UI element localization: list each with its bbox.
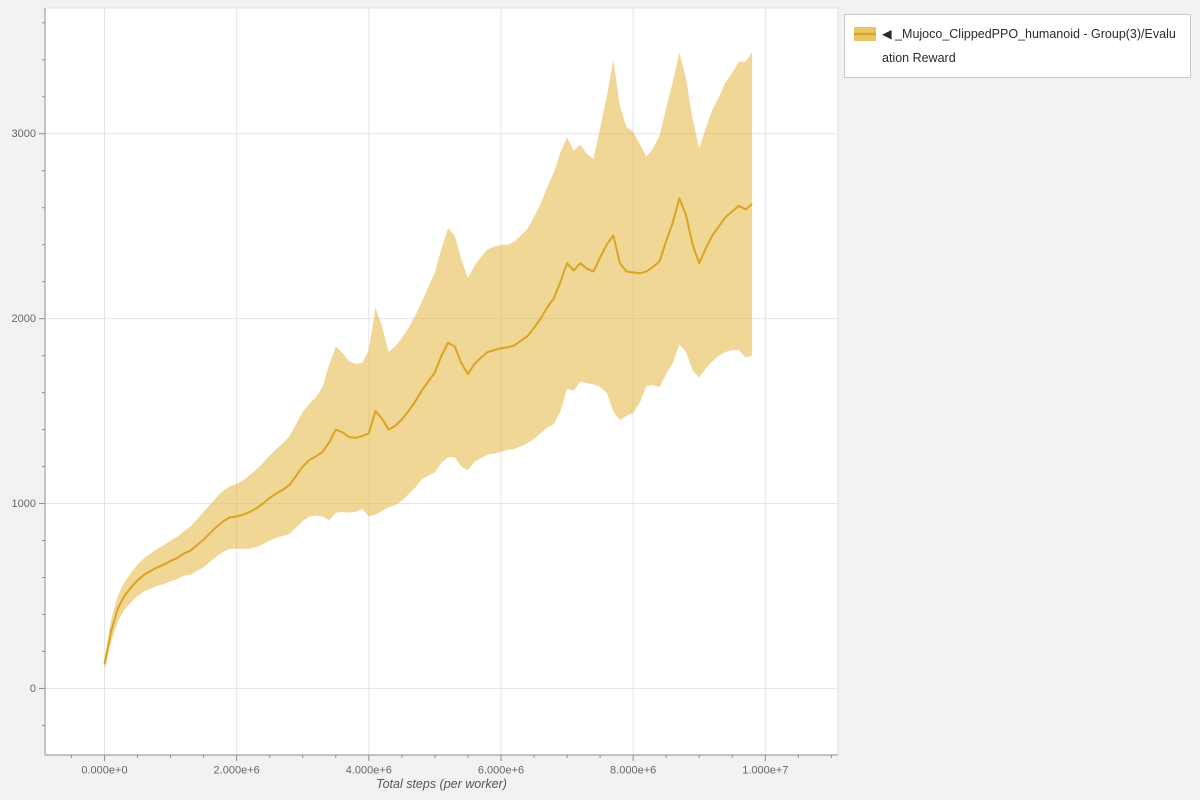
confidence-band xyxy=(104,52,753,670)
legend-swatch-icon xyxy=(854,27,876,41)
svg-text:0.000e+0: 0.000e+0 xyxy=(81,765,127,777)
legend: ◀ _Mujoco_ClippedPPO_humanoid - Group(3)… xyxy=(844,14,1191,78)
svg-text:1.000e+7: 1.000e+7 xyxy=(742,765,788,777)
legend-label: ◀ _Mujoco_ClippedPPO_humanoid - Group(3)… xyxy=(882,27,1176,65)
svg-text:6.000e+6: 6.000e+6 xyxy=(478,765,524,777)
svg-text:8.000e+6: 8.000e+6 xyxy=(610,765,656,777)
svg-text:2.000e+6: 2.000e+6 xyxy=(214,765,260,777)
legend-item-evaluation-reward[interactable]: ◀ _Mujoco_ClippedPPO_humanoid - Group(3)… xyxy=(854,22,1181,70)
svg-text:4.000e+6: 4.000e+6 xyxy=(346,765,392,777)
tick-labels: 0.000e+0 2.000e+6 4.000e+6 6.000e+6 8.000e+6… xyxy=(12,128,789,776)
axes xyxy=(39,8,838,761)
x-axis-title: Total steps (per worker) xyxy=(376,777,507,791)
svg-text:2000: 2000 xyxy=(12,313,36,325)
svg-text:3000: 3000 xyxy=(12,128,36,140)
mean-line xyxy=(103,197,753,665)
svg-text:0: 0 xyxy=(30,683,36,695)
svg-text:1000: 1000 xyxy=(12,498,36,510)
